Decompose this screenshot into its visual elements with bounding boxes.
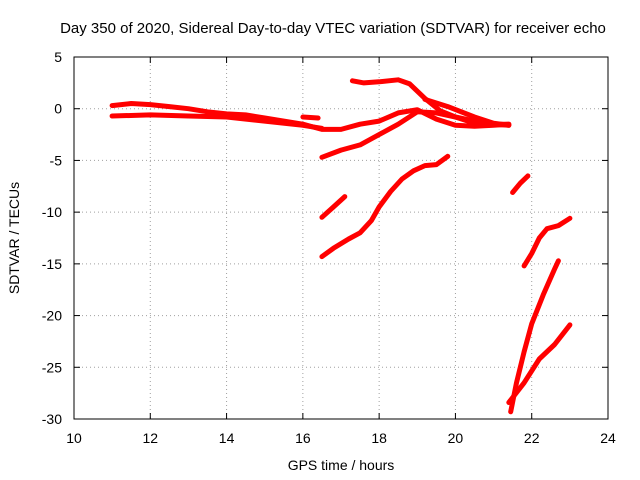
y-axis-label: SDTVAR / TECUs [6, 182, 22, 294]
y-tick-label: -10 [42, 204, 62, 220]
x-tick-label: 18 [371, 430, 387, 446]
x-tick-label: 22 [524, 430, 540, 446]
x-tick-label: 20 [448, 430, 464, 446]
x-tick-label: 10 [66, 430, 82, 446]
series-arc-9 [510, 173, 531, 195]
y-tick-label: 0 [54, 101, 62, 117]
series-arc-11 [508, 258, 561, 415]
y-tick-label: 5 [54, 49, 62, 65]
series-arc-6 [422, 96, 512, 128]
axis-ticks: 10 12 14 16 18 20 22 24 5 0 -5 -10 -15 -20 -25 -30 [42, 49, 616, 446]
series-arc-10 [521, 215, 573, 269]
y-tick-label: -5 [50, 152, 63, 168]
series-arc-8 [319, 153, 451, 260]
y-tick-label: -30 [42, 411, 62, 427]
series-arc-7 [319, 194, 348, 220]
x-tick-label: 12 [142, 430, 158, 446]
data-series [109, 77, 573, 415]
y-tick-label: -15 [42, 256, 62, 272]
series-arc-12 [506, 322, 573, 405]
y-tick-label: -20 [42, 308, 62, 324]
x-tick-label: 14 [219, 430, 235, 446]
x-tick-label: 16 [295, 430, 311, 446]
x-axis-label: GPS time / hours [288, 457, 395, 473]
series-arc-2 [109, 112, 325, 131]
plot-frame [73, 56, 609, 420]
grid [74, 57, 608, 419]
x-tick-label: 24 [600, 430, 616, 446]
y-tick-label: -25 [42, 359, 62, 375]
series-arc-3 [300, 114, 321, 121]
chart-title: Day 350 of 2020, Sidereal Day-to-day VTE… [60, 20, 606, 37]
